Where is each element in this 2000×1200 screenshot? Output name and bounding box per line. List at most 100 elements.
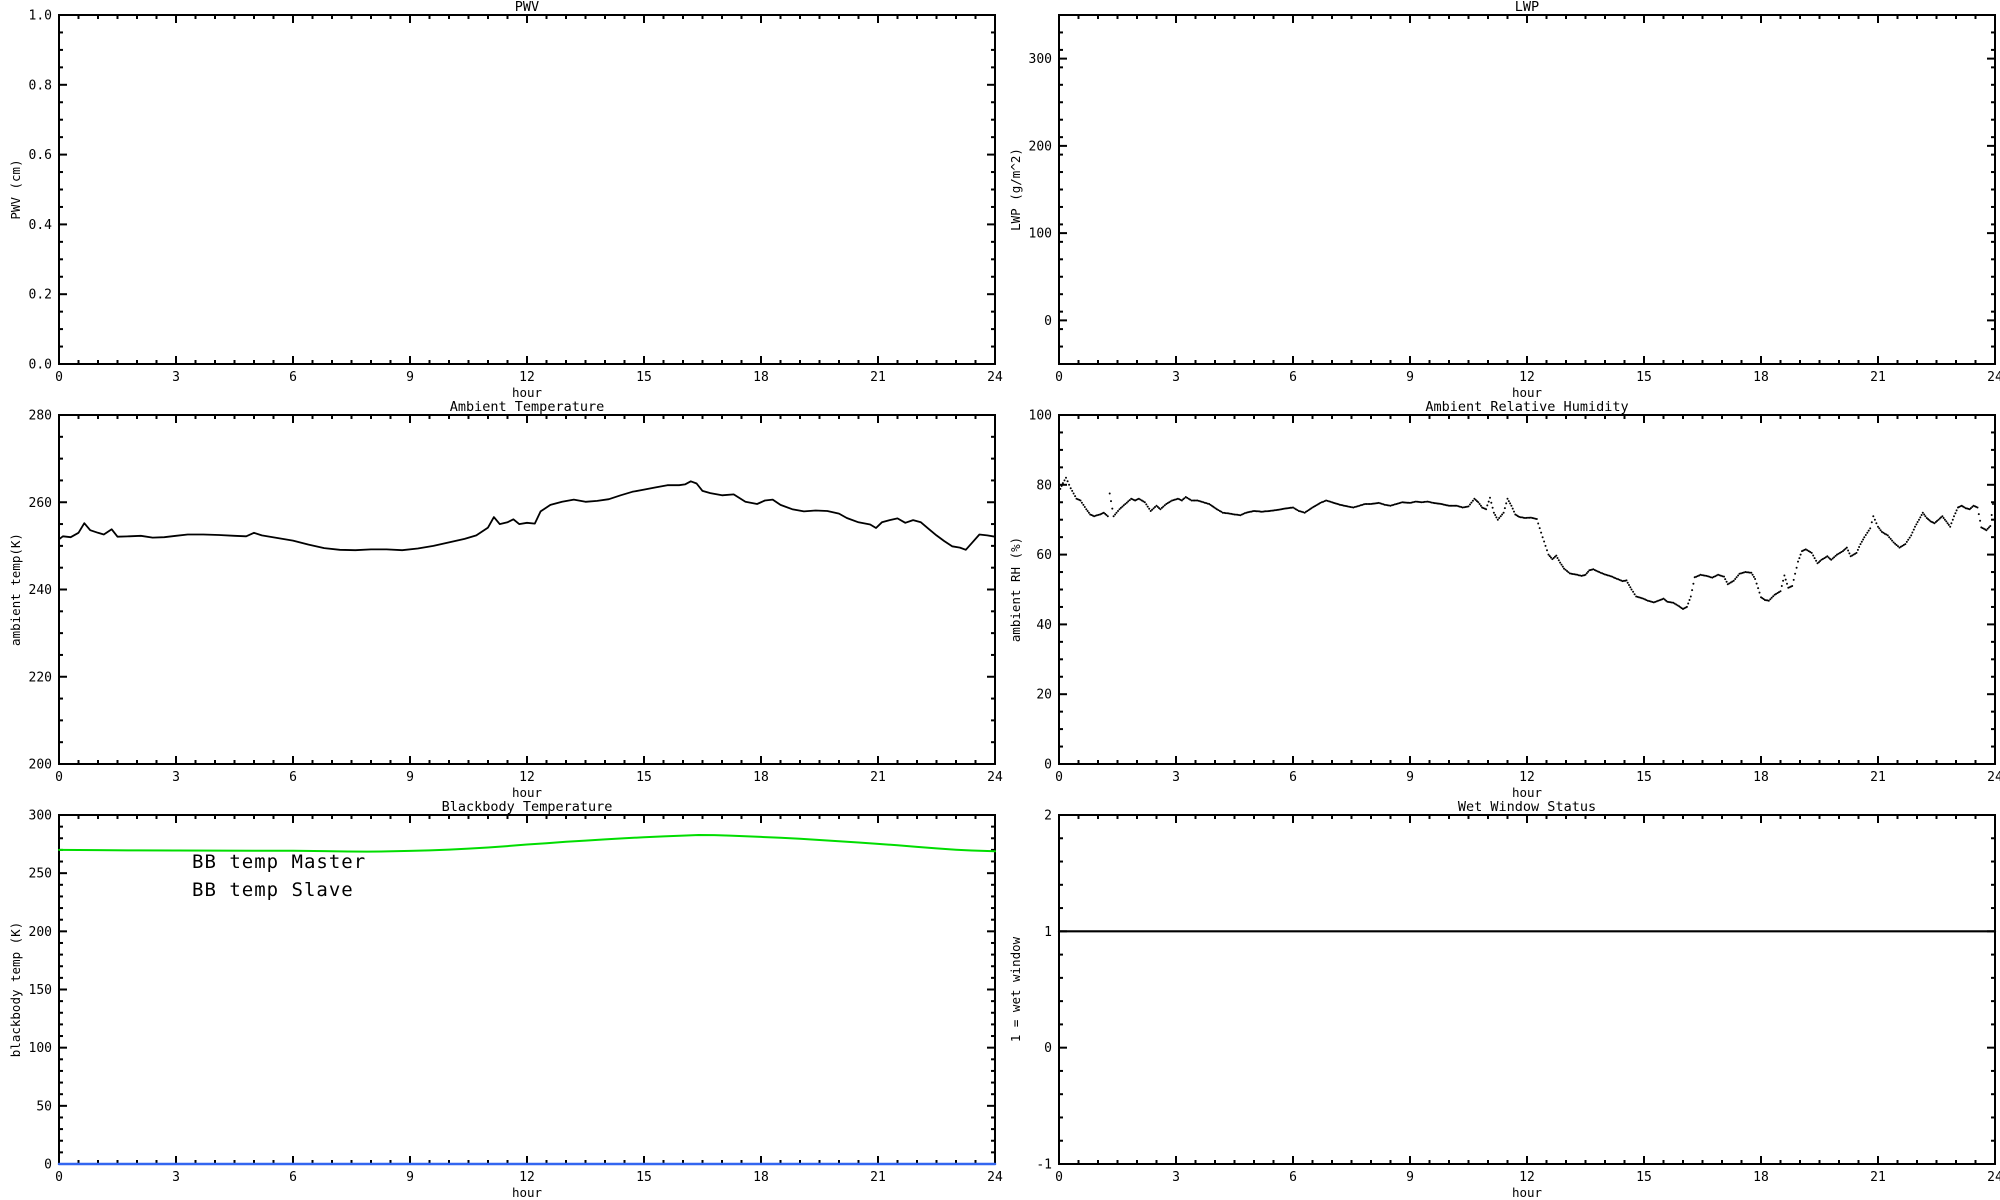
chart-blackbody_temperature: Blackbody Temperature 0 3 6 9 12 15 18 21 24 0 50 10… (8, 799, 1003, 1200)
y-tick-label: 2 (1044, 809, 1052, 824)
y-tick-label: 0 (1044, 1041, 1052, 1056)
plot-box (1058, 14, 1996, 365)
x-tick-label: 12 (1519, 370, 1535, 385)
axes (1058, 414, 1996, 765)
y-tick-label: 300 (1029, 52, 1052, 67)
y-tick-label: 200 (29, 925, 52, 940)
x-tick-label: 21 (1870, 370, 1886, 385)
y-tick-label: 200 (29, 758, 52, 773)
x-tick-label: 0 (55, 370, 63, 385)
y-tick-label: 20 (1036, 688, 1052, 703)
x-tick-label: 0 (55, 1170, 63, 1185)
plot-box (1058, 414, 1996, 765)
x-axis-label: hour (512, 385, 543, 400)
x-tick-label: 12 (519, 770, 535, 785)
x-tick-label: 12 (519, 370, 535, 385)
chart-ambient_rh: Ambient Relative Humidity 0 3 6 9 12 15 18 21 24 0… (1008, 399, 2000, 800)
x-tick-label: 21 (1870, 770, 1886, 785)
x-tick-label: 21 (870, 370, 886, 385)
y-tick-label: 1.0 (29, 9, 52, 24)
x-tick-label: 0 (1055, 370, 1063, 385)
axes (58, 14, 996, 365)
y-tick-label: 150 (29, 983, 52, 998)
y-tick-label: 80 (1036, 478, 1052, 493)
x-axis-label: hour (512, 785, 543, 800)
axes (58, 414, 996, 765)
x-tick-label: 18 (753, 370, 769, 385)
y-tick-label: 300 (29, 809, 52, 824)
x-tick-label: 15 (1636, 770, 1652, 785)
x-axis-label: hour (512, 1185, 543, 1200)
x-tick-label: 6 (1289, 770, 1297, 785)
x-tick-label: 18 (1753, 370, 1769, 385)
panel-ambient_temperature: Ambient Temperature 0 3 6 9 12 15 18 21 24 200 220 2… (0, 399, 1003, 800)
axes (1058, 814, 1996, 1165)
x-axis-label: hour (1512, 1185, 1543, 1200)
panel-blackbody_temperature: Blackbody Temperature 0 3 6 9 12 15 18 21 24 0 50 10… (0, 799, 1003, 1200)
axes (1058, 14, 1996, 365)
y-tick-label: 0.4 (29, 218, 53, 233)
y-tick-label: 0 (1044, 758, 1052, 773)
chart-title: PWV (515, 0, 539, 15)
y-tick-label: 0.8 (29, 78, 52, 93)
x-tick-label: 6 (1289, 1170, 1297, 1185)
y-tick-label: 280 (29, 409, 52, 424)
x-tick-label: 15 (636, 1170, 652, 1185)
y-axis-label: LWP (g/m^2) (1008, 148, 1023, 231)
x-tick-label: 24 (1987, 770, 2000, 785)
chart-title: LWP (1515, 0, 1539, 15)
x-tick-label: 21 (870, 770, 886, 785)
chart-ambient_temperature: Ambient Temperature 0 3 6 9 12 15 18 21 24 200 220 2… (8, 399, 1003, 800)
x-tick-label: 15 (1636, 370, 1652, 385)
series-dots-0 (1058, 476, 1996, 610)
y-tick-label: 0 (1044, 314, 1052, 329)
chart-title: Ambient Temperature (450, 399, 604, 415)
y-tick-label: 0 (44, 1158, 52, 1173)
y-tick-label: 200 (1029, 139, 1052, 154)
x-tick-label: 6 (289, 370, 297, 385)
y-axis-label: PWV (cm) (8, 159, 23, 219)
y-tick-label: 0.0 (29, 358, 52, 373)
plot-box (58, 14, 996, 365)
x-tick-label: 24 (987, 370, 1003, 385)
y-tick-label: 220 (29, 670, 52, 685)
x-tick-label: 18 (753, 1170, 769, 1185)
y-tick-label: 40 (1036, 618, 1052, 633)
x-tick-label: 12 (1519, 770, 1535, 785)
x-tick-label: 15 (636, 370, 652, 385)
x-tick-label: 24 (987, 1170, 1003, 1185)
x-tick-label: 3 (172, 370, 180, 385)
x-tick-label: 24 (1987, 1170, 2000, 1185)
x-tick-label: 18 (753, 770, 769, 785)
chart-title: Blackbody Temperature (442, 799, 613, 815)
x-tick-label: 3 (1172, 370, 1180, 385)
x-tick-label: 9 (1406, 1170, 1414, 1185)
x-tick-label: 15 (1636, 1170, 1652, 1185)
chart-title: Ambient Relative Humidity (1425, 399, 1628, 415)
y-axis-label: ambient temp(K) (8, 533, 23, 646)
panel-pwv: PWV 0 3 6 9 12 15 18 21 24 0.0 0.2 0.4 0.6 0.8 1.0 hour P… (0, 0, 1003, 400)
plot-box (1058, 814, 1996, 1165)
x-tick-label: 0 (1055, 770, 1063, 785)
y-tick-label: 0.2 (29, 288, 52, 303)
x-tick-label: 6 (289, 770, 297, 785)
y-tick-label: 60 (1036, 548, 1052, 563)
y-tick-label: -1 (1036, 1158, 1052, 1173)
legend-entry-0: BB temp Master (192, 851, 366, 873)
panel-lwp: LWP 0 3 6 9 12 15 18 21 24 0 100 200 300 hour LWP (g/m^… (1000, 0, 2000, 400)
x-tick-label: 24 (987, 770, 1003, 785)
x-tick-label: 0 (55, 770, 63, 785)
panel-ambient_rh: Ambient Relative Humidity 0 3 6 9 12 15 18 21 24 0… (1000, 399, 2000, 800)
plot-box (58, 414, 996, 765)
x-axis-label: hour (1512, 785, 1543, 800)
y-axis-label: 1 = wet window (1008, 936, 1023, 1042)
chart-lwp: LWP 0 3 6 9 12 15 18 21 24 0 100 200 300 hour LWP (g/m^… (1008, 0, 2000, 400)
x-tick-label: 21 (870, 1170, 886, 1185)
y-tick-label: 50 (36, 1099, 52, 1114)
x-tick-label: 24 (1987, 370, 2000, 385)
x-axis-label: hour (1512, 385, 1543, 400)
y-tick-label: 240 (29, 583, 52, 598)
